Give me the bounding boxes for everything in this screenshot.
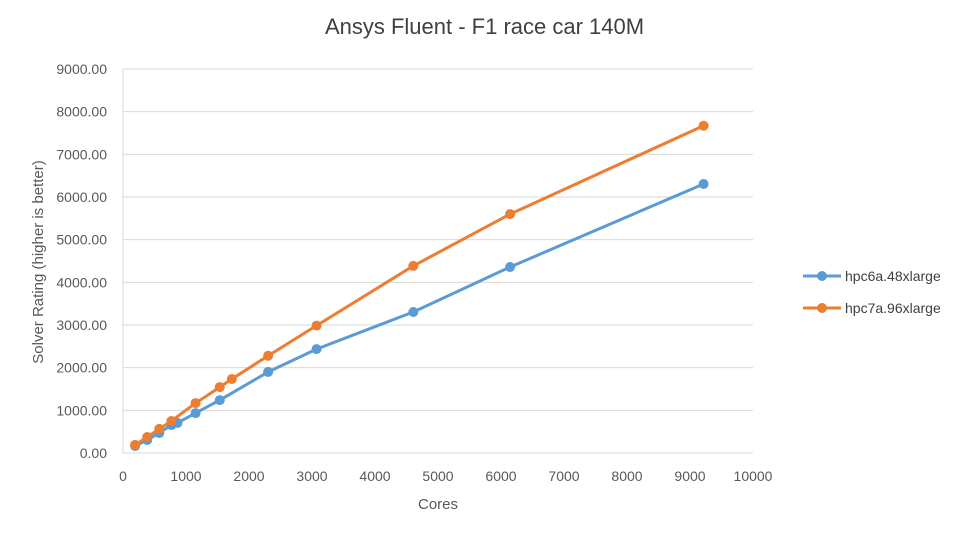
y-tick-label: 2000.00 (56, 360, 107, 376)
y-tick-label: 4000.00 (56, 274, 107, 290)
data-series (130, 120, 709, 451)
y-tick-label: 0.00 (80, 445, 107, 461)
y-tick-label: 8000.00 (56, 104, 107, 120)
legend-marker-icon (817, 271, 827, 281)
y-tick-label: 1000.00 (56, 402, 107, 418)
legend-item[interactable]: hpc6a.48xlarge (803, 268, 941, 284)
x-tick-label: 7000 (548, 468, 579, 484)
x-tick-label: 2000 (233, 468, 264, 484)
legend-marker-icon (817, 303, 827, 313)
y-tick-label: 7000.00 (56, 146, 107, 162)
legend-label: hpc7a.96xlarge (845, 300, 941, 316)
x-tick-label: 10000 (734, 468, 773, 484)
data-point-marker[interactable] (408, 260, 419, 271)
series-line (134, 182, 705, 448)
data-point-marker[interactable] (698, 178, 709, 189)
y-tick-label: 5000.00 (56, 232, 107, 248)
data-point-marker[interactable] (311, 320, 322, 331)
data-point-marker[interactable] (214, 395, 225, 406)
x-tick-label: 5000 (422, 468, 453, 484)
y-axis-ticks: 0.00 1000.00 2000.00 3000.00 4000.00 5000.00 6… (56, 61, 107, 461)
data-point-marker[interactable] (190, 398, 201, 409)
data-point-marker[interactable] (408, 306, 419, 317)
data-point-marker[interactable] (263, 366, 274, 377)
data-point-marker[interactable] (166, 416, 177, 426)
gridlines (122, 68, 753, 454)
data-point-marker[interactable] (214, 382, 225, 393)
data-point-marker[interactable] (311, 344, 322, 355)
y-tick-label: 9000.00 (56, 61, 107, 77)
x-axis-label: Cores (418, 496, 458, 513)
y-axis-label: Solver Rating (higher is better) (30, 160, 47, 363)
y-tick-label: 3000.00 (56, 317, 107, 333)
x-tick-label: 6000 (485, 468, 516, 484)
data-point-marker[interactable] (226, 373, 237, 384)
data-point-marker[interactable] (142, 432, 153, 442)
data-point-marker[interactable] (505, 209, 516, 220)
legend: hpc6a.48xlarge hpc7a.96xlarge (803, 268, 941, 316)
x-tick-label: 3000 (296, 468, 327, 484)
data-point-marker[interactable] (154, 423, 165, 434)
legend-item[interactable]: hpc7a.96xlarge (803, 300, 941, 316)
data-point-marker[interactable] (263, 350, 274, 361)
data-point-marker[interactable] (190, 408, 201, 419)
x-tick-label: 4000 (359, 468, 390, 484)
series-hpc7a.96xlarge (130, 120, 709, 450)
legend-label: hpc6a.48xlarge (845, 268, 941, 284)
x-tick-label: 0 (119, 468, 127, 484)
data-point-marker[interactable] (505, 261, 516, 272)
x-tick-label: 9000 (674, 468, 705, 484)
x-tick-label: 1000 (170, 468, 201, 484)
data-point-marker[interactable] (698, 120, 709, 131)
y-tick-label: 6000.00 (56, 189, 107, 205)
x-axis-ticks: 0 1000 2000 3000 4000 5000 6000 7000 8000 9000 100… (119, 468, 773, 484)
x-tick-label: 8000 (611, 468, 642, 484)
data-point-marker[interactable] (130, 439, 141, 450)
chart-title: Ansys Fluent - F1 race car 140M (324, 14, 645, 39)
